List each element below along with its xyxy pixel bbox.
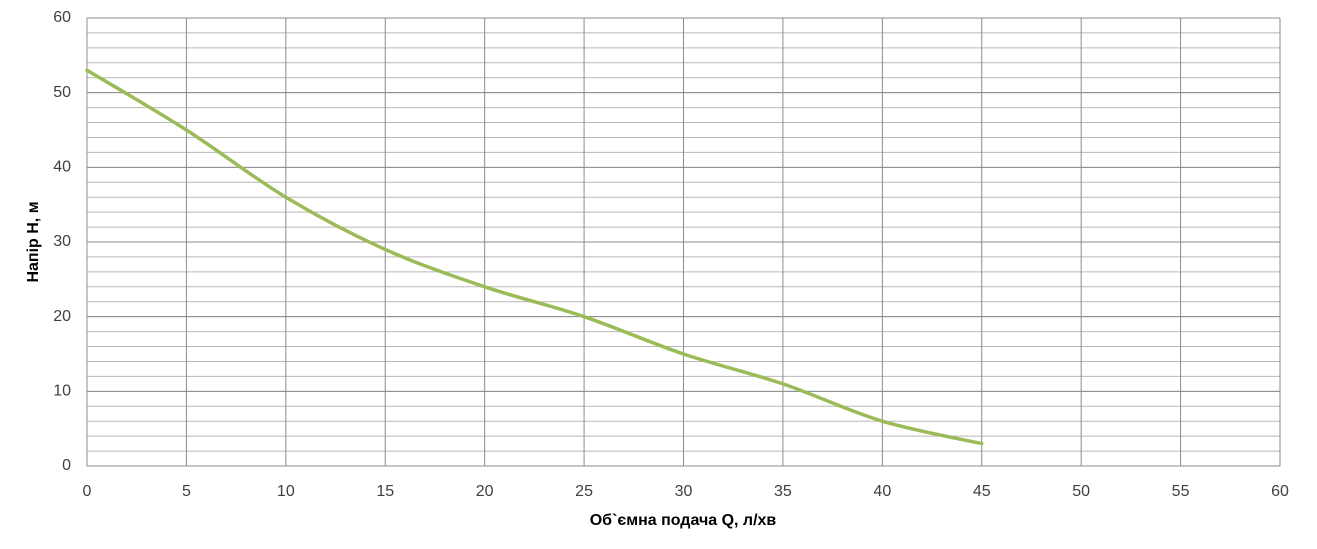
x-tick-label: 10 [277,483,295,500]
x-tick-label: 0 [83,483,92,500]
y-tick-label: 10 [53,383,71,400]
x-tick-label: 5 [182,483,191,500]
line [85,68,984,446]
y-tick-label: 0 [62,457,71,474]
x-tick-label: 55 [1172,483,1190,500]
x-tick-label: 35 [774,483,792,500]
x-tick-label: 25 [575,483,593,500]
x-axis-title: Об`ємна подача Q, л/хв [590,512,777,529]
y-tick-label: 30 [53,233,71,250]
x-tick-label: 45 [973,483,991,500]
x-tick-label: 30 [675,483,693,500]
x-tick-label: 40 [873,483,891,500]
x-tick-label: 50 [1072,483,1090,500]
y-axis-title: Напір H, м [25,201,42,282]
y-tick-label: 40 [53,159,71,176]
x-tick-label: 15 [376,483,394,500]
x-tick-label: 60 [1271,483,1289,500]
y-tick-label: 50 [53,84,71,101]
x-tick-label: 20 [476,483,494,500]
y-tick-label: 60 [53,9,71,26]
y-tick-label: 20 [53,308,71,325]
